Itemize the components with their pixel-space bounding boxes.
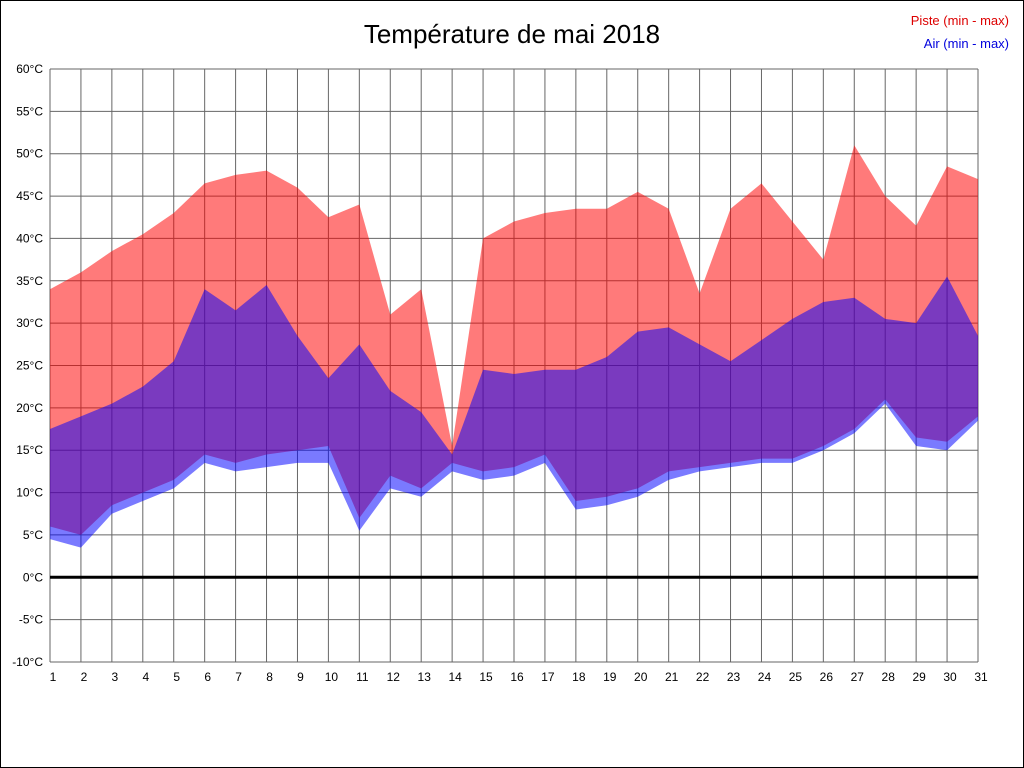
x-tick-label: 12 — [387, 670, 401, 684]
x-tick-label: 16 — [510, 670, 524, 684]
chart-legend: Piste (min - max) Air (min - max) — [911, 9, 1009, 55]
x-tick-label: 25 — [789, 670, 803, 684]
y-tick-label: 40°C — [16, 231, 43, 245]
x-tick-label: 1 — [50, 670, 57, 684]
x-tick-label: 18 — [572, 670, 586, 684]
x-tick-label: 17 — [541, 670, 555, 684]
air-band — [50, 276, 978, 548]
y-tick-label: 20°C — [16, 401, 43, 415]
x-tick-label: 19 — [603, 670, 617, 684]
y-tick-label: 25°C — [16, 359, 43, 373]
y-tick-label: -10°C — [12, 655, 43, 669]
x-tick-label: 27 — [851, 670, 865, 684]
legend-air-label: Air (min - max) — [923, 36, 1009, 51]
x-tick-label: 10 — [325, 670, 339, 684]
x-tick-label: 9 — [297, 670, 304, 684]
y-tick-label: 0°C — [23, 570, 43, 584]
x-tick-label: 11 — [356, 670, 369, 684]
y-tick-label: 50°C — [16, 147, 43, 161]
x-tick-label: 5 — [173, 670, 180, 684]
x-tick-label: 28 — [882, 670, 896, 684]
x-tick-label: 14 — [448, 670, 462, 684]
x-tick-label: 26 — [820, 670, 834, 684]
y-tick-label: 15°C — [16, 443, 43, 457]
x-tick-label: 20 — [634, 670, 648, 684]
x-tick-label: 31 — [974, 670, 988, 684]
legend-piste-label: Piste (min - max) — [910, 13, 1009, 28]
x-tick-label: 4 — [142, 670, 149, 684]
y-tick-label: 5°C — [23, 528, 43, 542]
x-tick-label: 21 — [665, 670, 679, 684]
x-tick-label: 24 — [758, 670, 772, 684]
x-tick-label: 7 — [235, 670, 242, 684]
y-tick-label: 55°C — [16, 104, 43, 118]
y-tick-label: 30°C — [16, 316, 43, 330]
x-tick-label: 22 — [696, 670, 710, 684]
x-tick-label: 29 — [912, 670, 926, 684]
x-tick-label: 30 — [943, 670, 957, 684]
x-tick-label: 15 — [479, 670, 493, 684]
x-tick-label: 3 — [112, 670, 119, 684]
y-tick-label: -5°C — [19, 613, 43, 627]
chart-title: Température de mai 2018 — [363, 19, 661, 49]
x-tick-label: 23 — [727, 670, 741, 684]
y-tick-label: 35°C — [16, 274, 43, 288]
y-tick-label: 60°C — [16, 62, 43, 76]
x-tick-label: 6 — [204, 670, 211, 684]
x-tick-label: 8 — [266, 670, 273, 684]
x-tick-label: 2 — [81, 670, 88, 684]
y-tick-label: 10°C — [16, 486, 43, 500]
x-tick-label: 13 — [418, 670, 432, 684]
y-tick-label: 45°C — [16, 189, 43, 203]
